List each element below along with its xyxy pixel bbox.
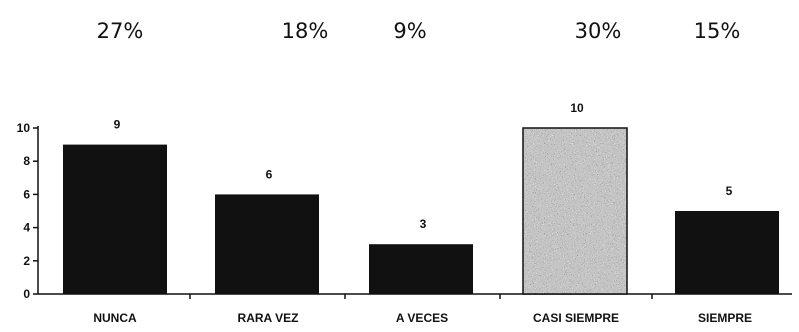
y-tick-label: 4 xyxy=(23,221,30,235)
bar-value-label: 5 xyxy=(726,184,733,198)
x-category-label: CASI SIEMPRE xyxy=(533,311,619,325)
category-labels: NUNCA RARA VEZ A VECES CASI SIEMPRE SIEMPRE xyxy=(93,311,752,325)
value-labels: 9 6 3 10 5 xyxy=(114,101,733,231)
percent-label: 30% xyxy=(575,19,622,43)
x-category-label: RARA VEZ xyxy=(238,311,299,325)
bars xyxy=(63,127,779,295)
bar xyxy=(523,128,627,294)
y-tick-label: 6 xyxy=(23,187,30,201)
y-tick-label: 0 xyxy=(23,287,30,301)
bar-outline xyxy=(522,127,628,295)
x-category-label: SIEMPRE xyxy=(698,311,752,325)
percent-label: 9% xyxy=(393,19,426,43)
bar-value-label: 6 xyxy=(266,167,273,181)
percent-label: 27% xyxy=(97,19,144,43)
bar-value-label: 3 xyxy=(420,217,427,231)
x-category-label: NUNCA xyxy=(93,311,137,325)
percent-label: 18% xyxy=(282,19,329,43)
bar-value-label: 9 xyxy=(114,118,121,132)
percent-labels: 27% 18% 9% 30% 15% xyxy=(97,19,741,43)
bar xyxy=(215,194,319,294)
bar-value-label: 10 xyxy=(570,101,584,115)
percent-label: 15% xyxy=(694,19,741,43)
bar xyxy=(675,211,779,294)
bar xyxy=(369,244,473,294)
bar xyxy=(63,144,167,294)
y-tick-label: 10 xyxy=(17,121,31,135)
x-category-label: A VECES xyxy=(396,311,448,325)
y-tick-label: 2 xyxy=(23,254,30,268)
y-tick-label: 8 xyxy=(23,154,30,168)
